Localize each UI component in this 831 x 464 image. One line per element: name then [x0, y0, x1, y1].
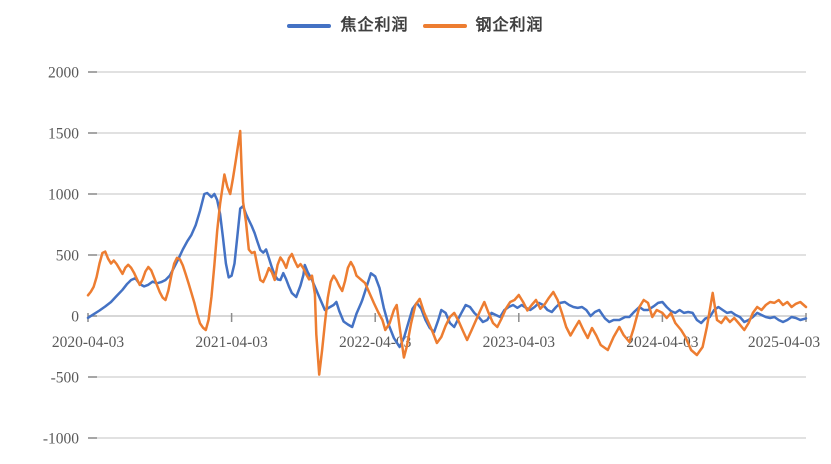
x-tick-label: 2024-04-03: [626, 334, 699, 351]
y-tick-label: -500: [51, 370, 80, 387]
x-tick-label: 2021-04-03: [195, 334, 268, 351]
x-tick-label: 2025-04-03: [748, 334, 821, 351]
y-tick-label: 1000: [48, 187, 79, 204]
series-line-coke-profit: [86, 191, 808, 349]
legend-line-swatch-blue: [287, 24, 332, 28]
gridlines: [88, 71, 806, 439]
series-lines: [86, 129, 808, 376]
legend-item-coke-profit: 焦企利润: [287, 18, 408, 34]
y-tick-label: 0: [71, 309, 79, 326]
y-tick-label: 2000: [48, 65, 79, 82]
x-tick-label: 2023-04-03: [483, 334, 556, 351]
legend-line-swatch-orange: [422, 24, 467, 28]
y-axis-labels: 2000 1500 1000 500 0 -500 -1000: [43, 65, 79, 448]
y-axis-ticks: [88, 71, 97, 439]
y-tick-label: 500: [56, 248, 80, 265]
y-tick-label: 1500: [48, 126, 79, 143]
x-tick-label: 2020-04-03: [52, 334, 125, 351]
series-line-steel-profit: [86, 129, 808, 376]
chart-legend: 焦企利润 钢企利润: [0, 18, 831, 34]
y-tick-label: -1000: [43, 431, 79, 448]
legend-item-steel-profit: 钢企利润: [422, 17, 544, 34]
x-axis-labels: 2020-04-03 2021-04-03 2022-04-03 2023-04-03…: [52, 334, 821, 351]
legend-label-steel-profit: 钢企利润: [475, 17, 544, 34]
legend-label-coke-profit: 焦企利润: [340, 17, 409, 34]
